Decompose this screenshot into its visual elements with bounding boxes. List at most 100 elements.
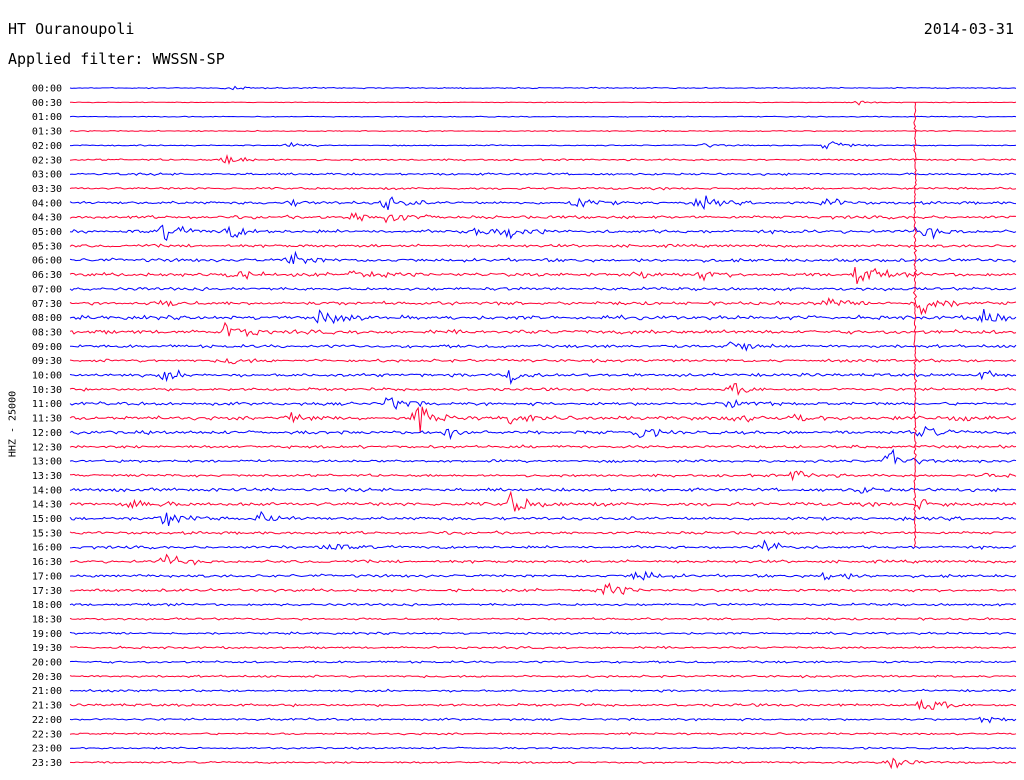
time-tick-label: 01:00 [32, 112, 62, 123]
time-tick-label: 15:30 [32, 528, 62, 539]
trace-1800 [69, 602, 1017, 607]
time-tick-label: 18:30 [32, 614, 62, 625]
time-tick-label: 04:30 [32, 213, 62, 224]
trace-0100 [69, 115, 1017, 118]
time-tick-label: 07:30 [32, 299, 62, 310]
time-tick-label: 11:30 [32, 414, 62, 425]
time-tick-label: 17:00 [32, 571, 62, 582]
time-tick-label: 19:00 [32, 629, 62, 640]
time-tick-label: 19:30 [32, 643, 62, 654]
time-tick-label: 18:00 [32, 600, 62, 611]
time-tick-label: 14:30 [32, 500, 62, 511]
trace-2300 [69, 746, 1017, 750]
time-tick-label: 02:00 [32, 141, 62, 152]
trace-2330 [69, 757, 1017, 770]
time-label-group: 00:00 00:30 01:00 01:30 02:00 02:30 03:00 03:30… [32, 84, 62, 769]
trace-1500 [69, 510, 1017, 527]
trace-1830 [69, 617, 1017, 621]
time-tick-label: 08:30 [32, 327, 62, 338]
long-event-trace [912, 102, 918, 548]
time-tick-label: 09:00 [32, 342, 62, 353]
filter-label: Applied filter: WWSSN-SP [8, 50, 225, 68]
time-tick-label: 20:00 [32, 658, 62, 669]
time-tick-label: 01:30 [32, 127, 62, 138]
trace-0000 [69, 85, 1017, 91]
trace-0530 [69, 243, 1017, 249]
time-tick-label: 21:00 [32, 686, 62, 697]
time-tick-label: 12:30 [32, 442, 62, 453]
trace-0400 [69, 195, 1017, 211]
time-tick-label: 03:30 [32, 184, 62, 195]
time-tick-label: 07:00 [32, 284, 62, 295]
trace-0200 [70, 141, 1017, 150]
trace-0730 [69, 296, 1017, 316]
time-tick-label: 14:00 [32, 485, 62, 496]
trace-2000 [69, 660, 1017, 664]
record-date: 2014-03-31 [923, 20, 1014, 38]
trace-0330 [69, 186, 1017, 191]
time-tick-label: 11:00 [32, 399, 62, 410]
time-tick-label: 23:30 [32, 758, 62, 769]
trace-0430 [69, 211, 1017, 224]
trace-1600 [69, 539, 1017, 552]
time-tick-label: 05:00 [32, 227, 62, 238]
time-tick-label: 12:00 [32, 428, 62, 439]
time-tick-label: 05:30 [32, 241, 62, 252]
time-tick-label: 15:00 [32, 514, 62, 525]
trace-0830 [69, 321, 1017, 338]
trace-1030 [69, 383, 1017, 397]
trace-1630 [69, 553, 1017, 566]
time-tick-label: 22:00 [32, 715, 62, 726]
trace-1900 [69, 631, 1017, 636]
trace-0900 [70, 341, 1017, 352]
time-tick-label: 21:30 [32, 701, 62, 712]
trace-0930 [69, 357, 1017, 365]
trace-1930 [69, 645, 1017, 650]
time-tick-label: 13:00 [32, 457, 62, 468]
trace-1000 [69, 369, 1017, 386]
time-tick-label: 10:00 [32, 371, 62, 382]
trace-2130 [69, 698, 1017, 711]
trace-1730 [69, 582, 1017, 596]
trace-1100 [69, 397, 1017, 410]
trace-group [69, 85, 1017, 770]
time-tick-label: 00:30 [32, 98, 62, 109]
trace-0630 [69, 266, 1017, 285]
time-tick-label: 20:30 [32, 672, 62, 683]
trace-2200 [69, 716, 1017, 724]
time-tick-label: 06:30 [32, 270, 62, 281]
time-tick-label: 08:00 [32, 313, 62, 324]
time-tick-label: 17:30 [32, 586, 62, 597]
trace-1200 [69, 425, 1017, 441]
time-tick-label: 16:30 [32, 557, 62, 568]
trace-1430 [69, 490, 1017, 512]
trace-0600 [69, 250, 1017, 265]
trace-1230 [69, 444, 1017, 450]
trace-0030 [70, 100, 1017, 106]
time-tick-label: 13:30 [32, 471, 62, 482]
station-name: HT Ouranoupoli [8, 20, 135, 38]
time-tick-label: 22:30 [32, 729, 62, 740]
trace-0130 [69, 129, 1017, 133]
trace-2030 [69, 674, 1017, 679]
time-tick-label: 16:00 [32, 543, 62, 554]
time-tick-label: 06:00 [32, 256, 62, 267]
trace-0230 [69, 154, 1016, 165]
trace-0800 [69, 309, 1017, 325]
trace-1330 [69, 470, 1017, 482]
trace-0700 [69, 286, 1017, 292]
trace-1400 [69, 486, 1016, 494]
time-tick-label: 00:00 [32, 84, 62, 95]
trace-1130 [69, 406, 1017, 433]
trace-0300 [69, 172, 1017, 176]
time-tick-label: 23:00 [32, 744, 62, 755]
trace-1530 [69, 530, 1017, 536]
time-tick-label: 04:00 [32, 198, 62, 209]
trace-2100 [69, 688, 1017, 693]
trace-2230 [69, 732, 1017, 736]
time-tick-label: 02:30 [32, 155, 62, 166]
trace-0500 [69, 224, 1017, 241]
time-tick-label: 09:30 [32, 356, 62, 367]
trace-1700 [69, 570, 1017, 581]
